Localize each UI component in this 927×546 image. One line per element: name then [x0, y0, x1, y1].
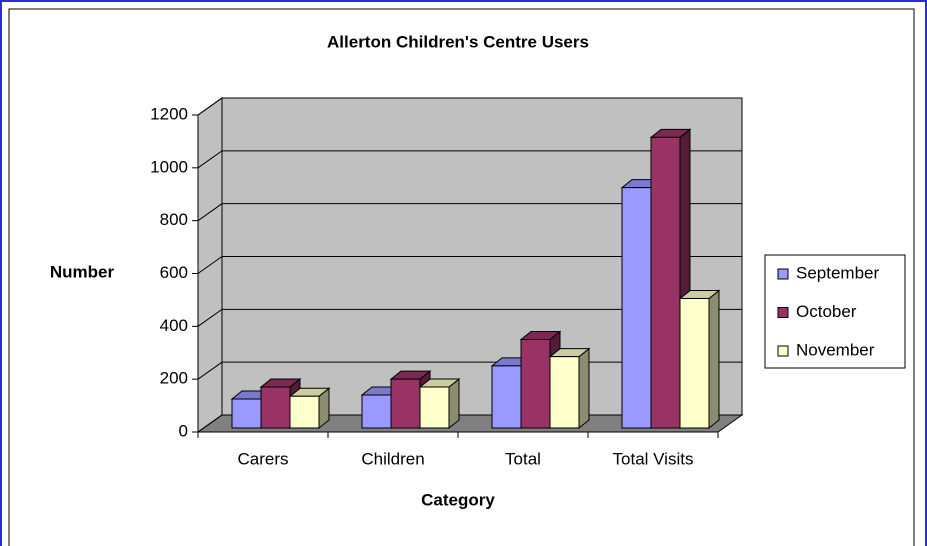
y-tick-label: 400	[160, 316, 188, 335]
bar-face	[621, 187, 652, 429]
legend-swatch	[777, 307, 789, 318]
grid-line	[197, 256, 742, 274]
bar-face	[679, 298, 710, 429]
y-tick-label: 800	[160, 210, 188, 229]
bar-face	[419, 386, 450, 429]
y-tick-label: 1000	[150, 157, 188, 176]
bar-face	[361, 394, 392, 429]
legend-swatch	[777, 345, 789, 357]
x-tick-label: Total	[505, 449, 541, 468]
legend-label: November	[796, 340, 875, 359]
bar-face	[260, 386, 291, 429]
grid-line	[197, 308, 742, 327]
bar	[548, 347, 591, 430]
bar-face	[520, 339, 551, 429]
legend-label: September	[796, 263, 879, 282]
bar-face	[231, 398, 262, 429]
grid-line	[197, 97, 742, 116]
bar-face	[491, 365, 522, 429]
bar-face	[390, 378, 421, 429]
legend-swatch	[777, 268, 789, 280]
legend-label: October	[796, 302, 857, 321]
y-tick-label: 600	[160, 263, 188, 282]
grid-line	[197, 203, 742, 222]
chart-title: Allerton Children's Centre Users	[327, 32, 589, 51]
x-tick-label: Children	[361, 449, 424, 468]
bar	[288, 387, 331, 430]
grid-line	[197, 150, 742, 169]
x-axis-label: Category	[421, 490, 495, 509]
bar	[418, 378, 461, 430]
bar-face	[289, 395, 320, 429]
bar-face	[708, 289, 720, 430]
bar	[678, 289, 721, 430]
bar-face	[578, 347, 590, 430]
bar-face	[650, 136, 681, 429]
x-tick-label: Total Visits	[613, 449, 694, 468]
y-axis-label: Number	[50, 262, 115, 281]
y-tick-label: 1200	[150, 104, 188, 123]
x-tick-label: Carers	[237, 449, 288, 468]
bar-face	[549, 356, 580, 429]
y-tick-label: 0	[179, 421, 188, 440]
y-tick-label: 200	[160, 369, 188, 388]
